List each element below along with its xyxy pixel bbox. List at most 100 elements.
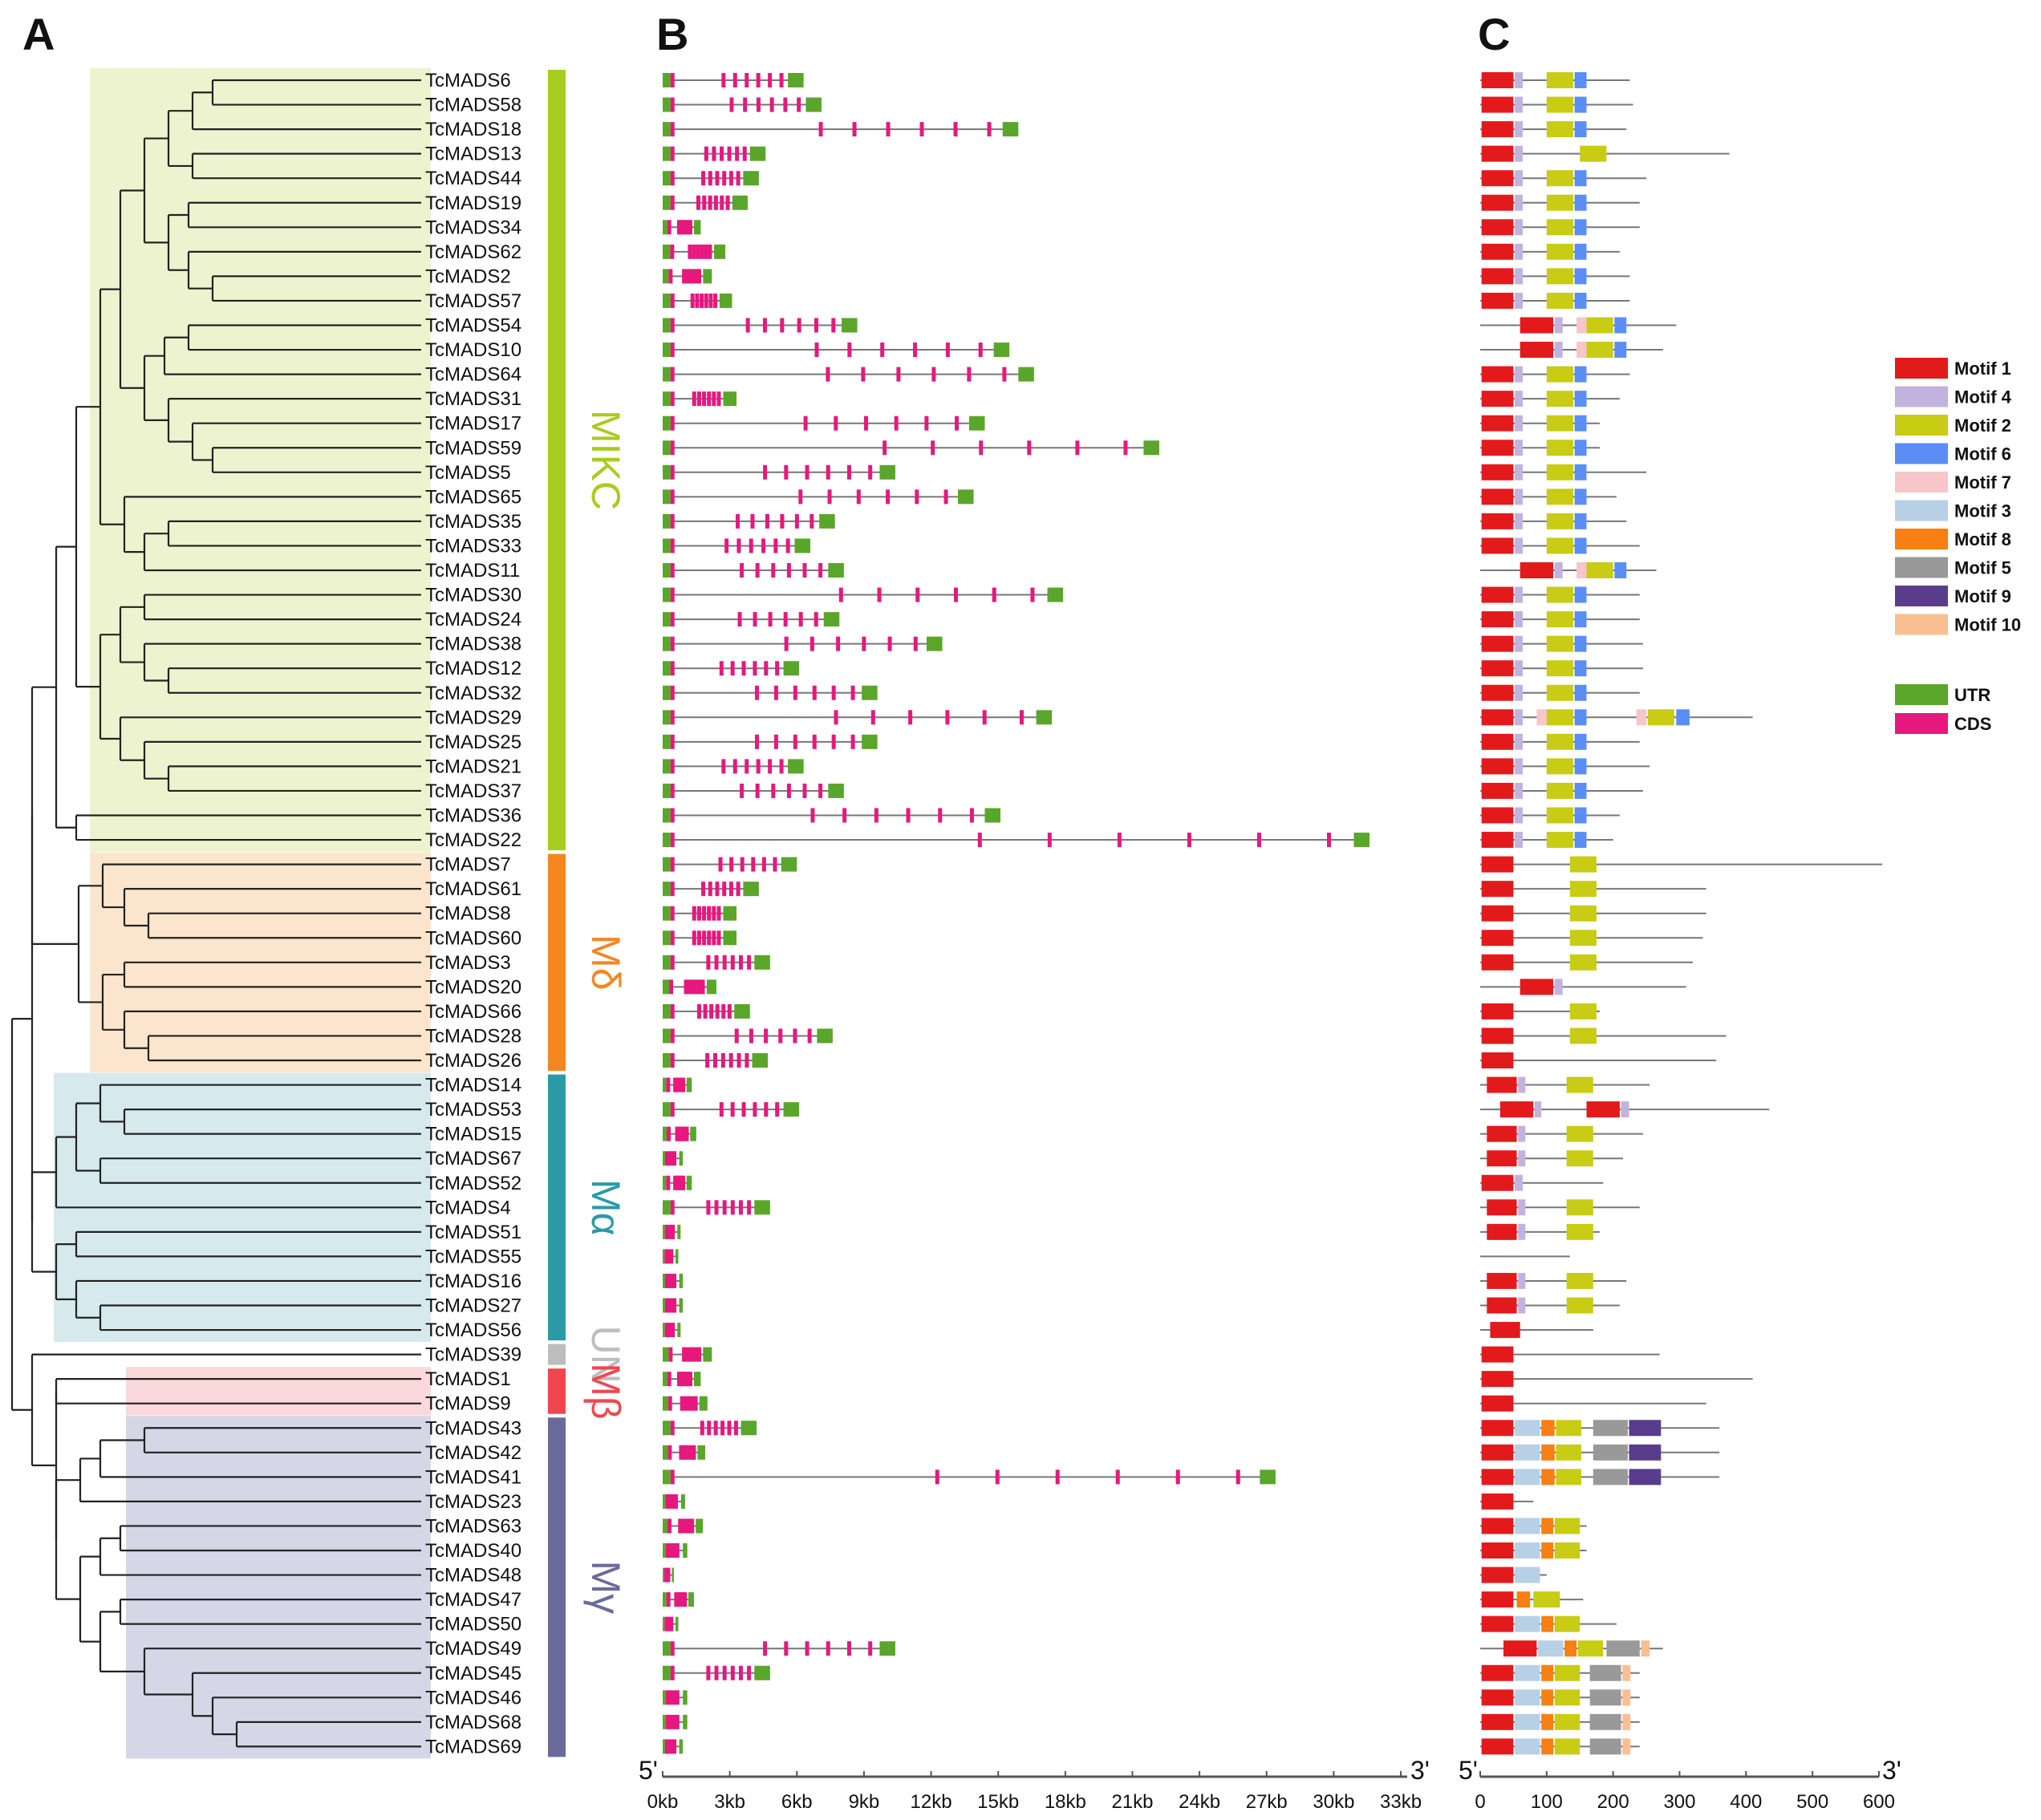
cds-exon [722, 955, 727, 970]
gene-structure-TcMADS17 [663, 415, 985, 431]
motif-motif-1 [1481, 513, 1514, 529]
motif-motif-6 [1574, 611, 1587, 628]
utr-5 [663, 1421, 671, 1436]
utr-5 [663, 1028, 671, 1044]
motif-motif-1 [1520, 317, 1554, 334]
motif-motif-6 [1574, 440, 1587, 456]
utr-3 [703, 269, 712, 284]
protein-TcMADS1 [1480, 1371, 1753, 1388]
cds-exon [818, 122, 823, 137]
cds-exon [670, 415, 675, 431]
cds-exon [665, 1739, 677, 1754]
utr-3 [754, 955, 770, 970]
cds-exon [727, 1003, 732, 1019]
cds-exon [831, 734, 836, 749]
motif-motif-6 [1574, 782, 1587, 799]
gene-label-TcMADS19: TcMADS19 [425, 193, 521, 214]
cds-exon [687, 979, 692, 995]
gene-structures [663, 73, 1370, 1754]
motif-motif-2 [1546, 219, 1573, 236]
gene-structure-TcMADS44 [663, 171, 759, 186]
motif-motif-4 [1515, 513, 1524, 529]
protein-TcMADS39 [1480, 1346, 1660, 1363]
gene-label-TcMADS62: TcMADS62 [425, 241, 521, 263]
motif-motif-7 [1636, 709, 1647, 726]
cds-exon [670, 955, 675, 970]
utr-3 [862, 685, 878, 700]
cds-exon [665, 1273, 677, 1288]
cds-exon [740, 563, 745, 578]
utr-3 [696, 1518, 704, 1534]
axis-b-label: 15kb [977, 1791, 1019, 1813]
motif-motif-4 [1515, 782, 1524, 799]
utr-3 [794, 538, 811, 553]
motif-motif-1 [1481, 930, 1514, 946]
protein-TcMADS24 [1480, 611, 1640, 628]
cds-exon [667, 1396, 672, 1411]
protein-TcMADS22 [1480, 832, 1613, 849]
motif-motif-1 [1481, 292, 1514, 309]
motif-motif-2 [1546, 268, 1573, 285]
gene-label-TcMADS64: TcMADS64 [425, 364, 521, 386]
cds-exon [810, 636, 814, 651]
cds-exon [870, 710, 875, 725]
gene-label-TcMADS46: TcMADS46 [425, 1687, 521, 1709]
utr-3 [1047, 587, 1064, 602]
cds-exon [665, 1151, 677, 1166]
utr-5 [663, 661, 671, 676]
axis-b-label: 24kb [1179, 1791, 1220, 1813]
cds-exon [707, 391, 712, 407]
cds-exon [785, 538, 790, 553]
motif-motif-2 [1546, 121, 1573, 138]
motif-motif-5 [1589, 1738, 1621, 1755]
cds-exon [773, 734, 778, 749]
cds-exon [1123, 440, 1128, 456]
gene-structure-TcMADS66 [663, 1003, 750, 1019]
cds-exon [768, 612, 773, 627]
cds-exon [992, 587, 996, 602]
protein-TcMADS57 [1480, 292, 1630, 309]
cds-exon [747, 1665, 752, 1680]
cds-exon [728, 171, 733, 186]
cds-exon [692, 906, 696, 921]
cds-exon [670, 1003, 675, 1019]
motif-motif-2 [1546, 170, 1573, 187]
cds-exon [689, 1445, 694, 1460]
utr-5 [663, 759, 671, 774]
cds-exon [667, 1445, 672, 1460]
cds-exon [1002, 367, 1007, 382]
cds-exon [702, 391, 707, 407]
protein-TcMADS4 [1480, 1199, 1640, 1216]
utr-5 [663, 367, 671, 382]
cds-exon [670, 73, 675, 87]
utr-3 [680, 1494, 685, 1509]
motif-motif-2 [1546, 194, 1573, 211]
gene-structure-TcMADS56 [663, 1323, 681, 1338]
cds-exon [842, 808, 847, 823]
protein-TcMADS21 [1480, 758, 1650, 775]
cds-exon [938, 808, 943, 823]
utr-3 [703, 1347, 712, 1362]
legend-label: Motif 3 [1954, 501, 2011, 521]
protein-TcMADS34 [1480, 219, 1640, 236]
motif-motif-2 [1580, 145, 1607, 162]
motif-motif-2 [1546, 807, 1573, 824]
motif-motif-4 [1515, 758, 1524, 775]
motif-motif-8 [1541, 1664, 1554, 1681]
cds-exon [688, 220, 692, 235]
cds-exon [701, 171, 706, 186]
motif-motif-6 [1574, 243, 1587, 260]
utr-3 [743, 171, 759, 186]
cds-exon [861, 367, 866, 382]
cds-exon [747, 1200, 752, 1215]
cds-exon [663, 1567, 671, 1583]
cds-exon [684, 269, 689, 284]
utr-5 [663, 587, 671, 602]
gene-structure-TcMADS59 [663, 440, 1159, 456]
protein-TcMADS68 [1480, 1713, 1640, 1730]
gene-structure-TcMADS52 [663, 1175, 692, 1190]
cds-exon [684, 1347, 689, 1362]
group-label-3: UN [583, 1325, 628, 1383]
gene-label-TcMADS3: TcMADS3 [425, 952, 511, 974]
utr-5 [663, 1396, 668, 1411]
